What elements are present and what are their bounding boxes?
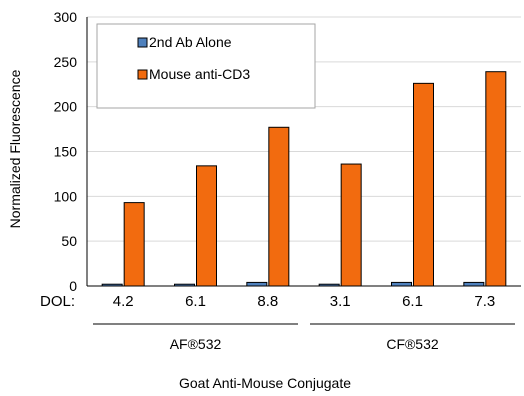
y-tick-label: 300 — [54, 9, 78, 25]
bar-mouse-anti-cd3 — [196, 165, 217, 287]
group-label: CF®532 — [386, 336, 439, 352]
x-category-label: 8.8 — [257, 293, 278, 310]
group-label: AF®532 — [170, 336, 222, 352]
bar-mouse-anti-cd3 — [123, 202, 145, 287]
bar-2nd-ab-alone — [246, 281, 268, 287]
axes — [86, 17, 521, 287]
x-category-label: 4.2 — [113, 293, 134, 310]
y-tick-label: 250 — [54, 54, 78, 70]
bar-2nd-ab-alone — [463, 281, 485, 287]
bar-mouse-anti-cd3 — [485, 71, 507, 287]
legend-swatch — [137, 37, 148, 48]
x-category-label: 6.1 — [402, 293, 423, 310]
bar-mouse-anti-cd3 — [268, 126, 290, 287]
y-axis-title: Normalized Fluorescence — [7, 69, 23, 228]
y-tick-label: 100 — [54, 188, 78, 204]
y-tick-label: 0 — [69, 278, 77, 294]
legend-box — [96, 23, 316, 109]
x-category-label: 3.1 — [330, 293, 351, 310]
y-tick-label: 200 — [54, 99, 78, 115]
legend-swatch — [137, 69, 148, 80]
y-tick-labels: 0 50 100 150 200 250 300 — [54, 9, 78, 294]
dol-prefix-label: DOL: — [40, 293, 75, 310]
legend-label: 2nd Ab Alone — [149, 34, 232, 50]
x-category-labels: DOL: 4.2 6.1 8.8 3.1 6.1 7.3 — [40, 293, 495, 310]
y-tick-label: 50 — [61, 233, 77, 249]
legend: 2nd Ab Alone Mouse anti-CD3 — [96, 23, 316, 109]
bar-series — [101, 71, 507, 287]
bar-mouse-anti-cd3 — [340, 163, 362, 287]
x-category-label: 7.3 — [474, 293, 495, 310]
bar-mouse-anti-cd3 — [413, 82, 434, 287]
legend-label: Mouse anti-CD3 — [149, 66, 250, 82]
group-labels: AF®532 CF®532 — [93, 323, 515, 352]
y-tick-label: 150 — [54, 144, 78, 160]
bar-2nd-ab-alone — [391, 281, 412, 287]
x-axis-title: Goat Anti-Mouse Conjugate — [179, 375, 351, 391]
x-category-label: 6.1 — [185, 293, 206, 310]
